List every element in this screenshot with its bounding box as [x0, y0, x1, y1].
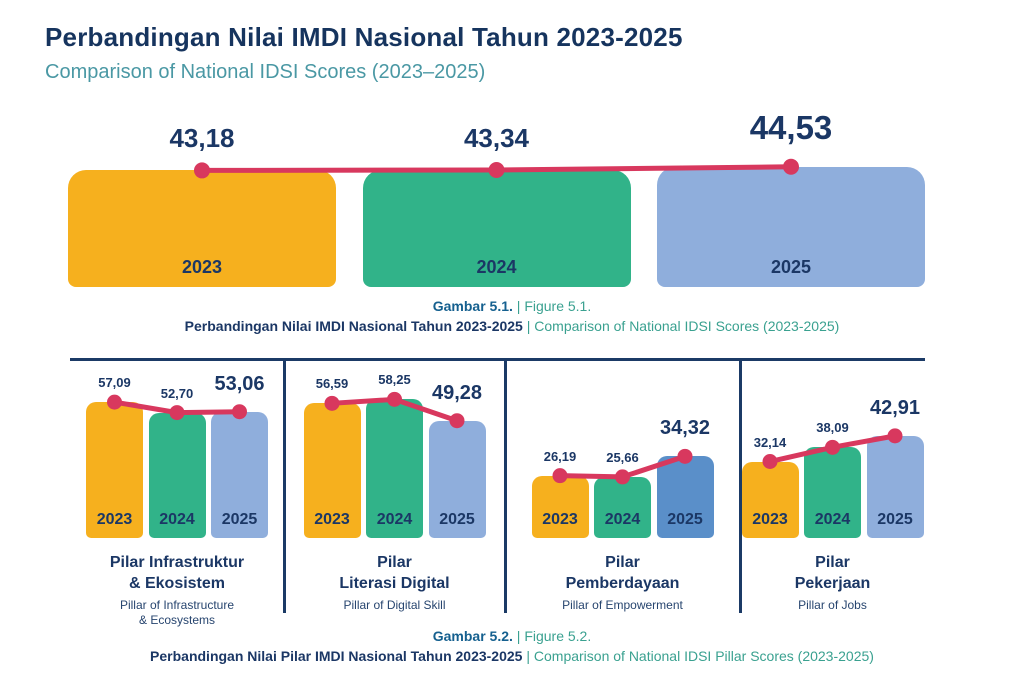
- pillar-subtitle-pillar-digital-literacy: Pillar of Digital Skill: [284, 598, 505, 613]
- bar-2025: 2025: [657, 166, 925, 287]
- year-label: 2025: [770, 257, 812, 277]
- pillar-subtitle-line: Pillar of Infrastructure: [119, 598, 235, 612]
- pillar-subtitle-line: Pillar of Empowerment: [562, 598, 683, 612]
- pillar-title-line: Pekerjaan: [794, 575, 871, 592]
- pillar-title-pillar-infrastructure-ecosystem: Pilar Infrastruktur & Ekosistem Pillar of …: [70, 552, 284, 628]
- page-subtitle: Comparison of National IDSI Scores (2023…: [45, 61, 486, 83]
- bar-2023: 2023: [303, 403, 361, 538]
- value-label: 52,70: [160, 385, 194, 401]
- year-label: 2023: [96, 511, 133, 528]
- caption-desc-en: Comparison of National IDSI Scores (2023…: [534, 318, 840, 334]
- caption-separator: |: [516, 298, 521, 314]
- pillar-title-line: Pilar: [815, 554, 850, 571]
- pillar-title-line: Literasi Digital: [339, 575, 450, 592]
- panel-divider-3: [738, 361, 742, 613]
- caption-label-en: Figure 5.2.: [524, 628, 592, 644]
- pillar-panel-pillar-infrastructure-ecosystem: 2023 2024 2025 57,09 52,70 53,06 Pilar Infrast…: [70, 361, 284, 627]
- bar-2025: 2025: [866, 435, 924, 538]
- caption-desc-id: Perbandingan Nilai IMDI Nasional Tahun 2…: [184, 318, 523, 334]
- panel-divider-2: [503, 361, 507, 613]
- pillar-subtitle-pillar-jobs: Pillar of Jobs: [740, 598, 925, 613]
- pillar-subtitle-pillar-infrastructure-ecosystem: Pillar of Infrastructure & Ecosystems: [70, 598, 284, 628]
- year-label: 2023: [181, 257, 223, 277]
- year-label: 2025: [877, 511, 913, 528]
- pillar-title-pillar-digital-literacy: Pilar Literasi Digital Pillar of Digital S…: [284, 552, 505, 613]
- pillar-title-line: Pilar: [377, 554, 412, 571]
- bar-2023: 2023: [68, 170, 336, 287]
- pillar-panel-pillar-digital-literacy: 2023 2024 2025 56,59 58,25 49,28 Pilar Literasi…: [284, 361, 505, 615]
- figure-5-1-caption: Gambar 5.1. | Figure 5.1. Perbandingan N…: [0, 296, 1024, 336]
- pillar-subtitle-line: Pillar of Jobs: [798, 598, 867, 612]
- value-label: 56,59: [315, 376, 349, 392]
- year-label: 2024: [814, 511, 851, 528]
- caption-desc-en: Comparison of National IDSI Pillar Score…: [533, 648, 874, 664]
- bar-2024: 2024: [362, 169, 631, 287]
- caption-separator: |: [526, 648, 530, 664]
- pillar-panel-pillar-jobs: 2023 2024 2025 32,14 38,09 42,91 Pilar Pekerjaa…: [740, 361, 925, 615]
- caption-label-id: Gambar 5.2.: [432, 628, 513, 644]
- year-label: 2024: [376, 511, 413, 528]
- bar-2025: 2025: [656, 456, 714, 538]
- value-label: 34,32: [659, 417, 711, 440]
- bar-2023: 2023: [531, 475, 589, 538]
- value-label: 42,91: [869, 396, 921, 419]
- bar-2024: 2024: [804, 447, 861, 538]
- caption-desc-id: Perbandingan Nilai Pilar IMDI Nasional T…: [150, 648, 523, 664]
- value-label: 26,19: [543, 448, 577, 464]
- pillar-title-line: & Ekosistem: [128, 575, 226, 592]
- pillar-title-pillar-jobs: Pilar Pekerjaan Pillar of Jobs: [740, 552, 925, 613]
- pillar-title-line: Pilar: [605, 554, 640, 571]
- year-label: 2025: [667, 511, 703, 528]
- figure-5-2-caption-line2: Perbandingan Nilai Pilar IMDI Nasional T…: [0, 646, 1024, 666]
- pillar-subtitle-line: Pillar of Digital Skill: [343, 598, 446, 612]
- value-label: 43,34: [463, 122, 530, 153]
- figure-5-2-caption-line1: Gambar 5.2. | Figure 5.2.: [0, 626, 1024, 646]
- national-score-chart: 2023 2024 2025 43,18 43,34 44,53: [68, 108, 925, 287]
- pillar-title-line: Pemberdayaan: [565, 575, 680, 592]
- year-label: 2025: [221, 511, 258, 528]
- year-label: 2024: [476, 257, 517, 277]
- bar-2025: 2025: [428, 420, 486, 538]
- pillar-title-line: Pilar Infrastruktur: [109, 554, 245, 571]
- year-label: 2023: [314, 511, 350, 528]
- pillar-chart-pillar-digital-literacy: 2023 2024 2025 56,59 58,25 49,28: [284, 361, 505, 538]
- year-label: 2024: [159, 511, 195, 528]
- figure-5-1-caption-line2: Perbandingan Nilai IMDI Nasional Tahun 2…: [0, 316, 1024, 336]
- bar-2023: 2023: [741, 461, 799, 538]
- year-label: 2023: [752, 511, 788, 528]
- value-label: 53,06: [214, 372, 265, 395]
- pillar-charts-row: 2023 2024 2025 57,09 52,70 53,06 Pilar Infrast…: [70, 358, 925, 627]
- year-label: 2023: [542, 511, 578, 528]
- value-label: 32,14: [753, 434, 787, 450]
- pillar-subtitle-pillar-empowerment: Pillar of Empowerment: [505, 598, 740, 613]
- panel-divider-1: [282, 361, 286, 613]
- caption-separator: |: [526, 318, 531, 334]
- bar-2025: 2025: [211, 411, 268, 538]
- page-title: Perbandingan Nilai IMDI Nasional Tahun 2…: [45, 22, 683, 52]
- value-label: 49,28: [431, 381, 483, 404]
- value-label: 44,53: [749, 108, 833, 146]
- pillar-panel-pillar-empowerment: 2023 2024 2025 26,19 25,66 34,32 Pilar Pemberda…: [505, 361, 740, 615]
- caption-label-id: Gambar 5.1.: [432, 298, 513, 314]
- bar-2023: 2023: [86, 402, 143, 538]
- figure-5-1-caption-line1: Gambar 5.1. | Figure 5.1.: [0, 296, 1024, 316]
- year-label: 2025: [439, 511, 475, 528]
- caption-label-en: Figure 5.1.: [524, 298, 592, 314]
- figure-5-2-caption: Gambar 5.2. | Figure 5.2. Perbandingan N…: [0, 626, 1024, 666]
- pillar-chart-pillar-jobs: 2023 2024 2025 32,14 38,09 42,91: [740, 361, 925, 538]
- caption-separator: |: [516, 628, 521, 644]
- pillar-subtitle-line: & Ecosystems: [138, 613, 216, 627]
- value-label: 25,66: [606, 449, 639, 465]
- value-label: 43,18: [169, 123, 235, 154]
- bar-2024: 2024: [148, 412, 206, 538]
- bar-2024: 2024: [366, 399, 423, 538]
- value-label: 57,09: [98, 375, 131, 391]
- pillar-title-pillar-empowerment: Pilar Pemberdayaan Pillar of Empowerment: [505, 552, 740, 613]
- value-label: 58,25: [378, 372, 411, 388]
- bar-2024: 2024: [594, 476, 651, 538]
- year-label: 2024: [604, 511, 641, 528]
- value-label: 38,09: [816, 420, 849, 436]
